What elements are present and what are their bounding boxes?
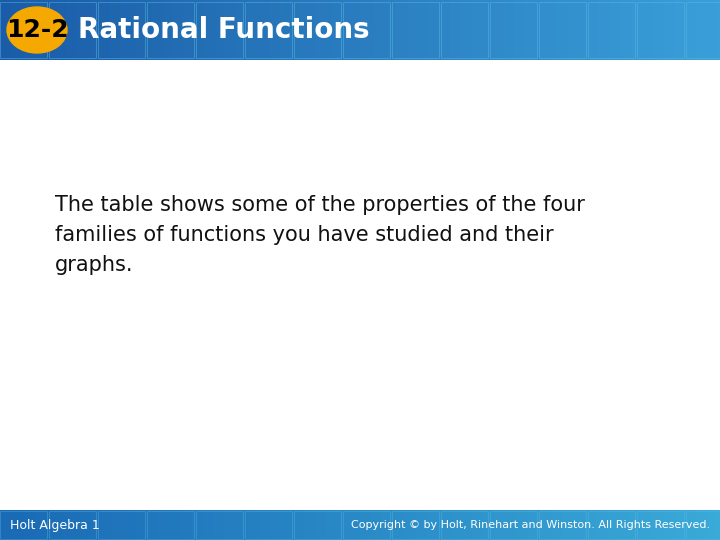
Bar xyxy=(343,2,390,58)
Bar xyxy=(245,511,292,539)
Bar xyxy=(637,511,684,539)
Bar xyxy=(245,2,292,58)
Bar xyxy=(49,511,96,539)
Bar xyxy=(588,511,635,539)
Bar xyxy=(490,511,537,539)
Bar xyxy=(294,2,341,58)
Bar xyxy=(686,2,720,58)
Text: The table shows some of the properties of the four
families of functions you hav: The table shows some of the properties o… xyxy=(55,194,585,275)
Text: Rational Functions: Rational Functions xyxy=(78,16,369,44)
Bar xyxy=(392,2,439,58)
Bar xyxy=(0,511,47,539)
Bar xyxy=(588,2,635,58)
Bar xyxy=(147,2,194,58)
Bar xyxy=(539,511,586,539)
Bar xyxy=(0,2,47,58)
Bar xyxy=(441,2,488,58)
Bar xyxy=(147,511,194,539)
Bar xyxy=(98,511,145,539)
Bar xyxy=(98,2,145,58)
Text: Holt Algebra 1: Holt Algebra 1 xyxy=(10,518,100,531)
Bar xyxy=(441,511,488,539)
Bar xyxy=(343,511,390,539)
Bar xyxy=(49,2,96,58)
Bar xyxy=(196,2,243,58)
Bar xyxy=(294,511,341,539)
Bar xyxy=(392,511,439,539)
Bar xyxy=(196,511,243,539)
Ellipse shape xyxy=(7,7,67,53)
Bar xyxy=(686,511,720,539)
Bar xyxy=(539,2,586,58)
Text: Copyright © by Holt, Rinehart and Winston. All Rights Reserved.: Copyright © by Holt, Rinehart and Winsto… xyxy=(351,520,710,530)
Text: 12-2: 12-2 xyxy=(6,18,68,42)
Bar xyxy=(490,2,537,58)
Bar xyxy=(637,2,684,58)
